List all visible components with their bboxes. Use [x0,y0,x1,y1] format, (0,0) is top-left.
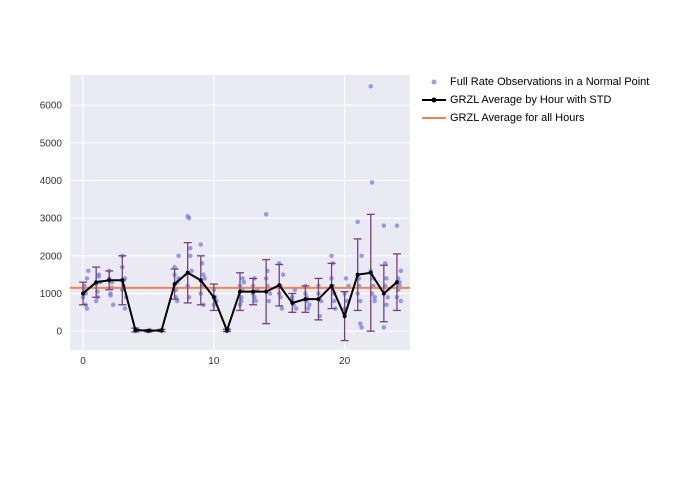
svg-text:5000: 5000 [40,138,63,149]
legend-swatch-hline [420,110,448,126]
legend-label-hline: GRZL Average for all Hours [450,110,585,126]
legend: Full Rate Observations in a Normal Point… [420,74,649,128]
legend-label-scatter: Full Rate Observations in a Normal Point [450,74,649,90]
svg-text:0: 0 [80,356,86,367]
legend-row-scatter: Full Rate Observations in a Normal Point [420,74,649,90]
svg-text:2000: 2000 [40,251,63,262]
svg-text:4000: 4000 [40,176,63,187]
svg-text:3000: 3000 [40,214,63,225]
svg-text:20: 20 [339,356,351,367]
svg-text:0: 0 [56,327,62,338]
legend-swatch-scatter [420,74,448,90]
svg-text:1000: 1000 [40,289,63,300]
legend-row-lineavg: GRZL Average by Hour with STD [420,92,649,108]
legend-label-lineavg: GRZL Average by Hour with STD [450,92,611,108]
legend-swatch-lineavg [420,92,448,108]
svg-text:6000: 6000 [40,101,63,112]
svg-text:10: 10 [208,356,220,367]
legend-row-hline: GRZL Average for all Hours [420,110,649,126]
